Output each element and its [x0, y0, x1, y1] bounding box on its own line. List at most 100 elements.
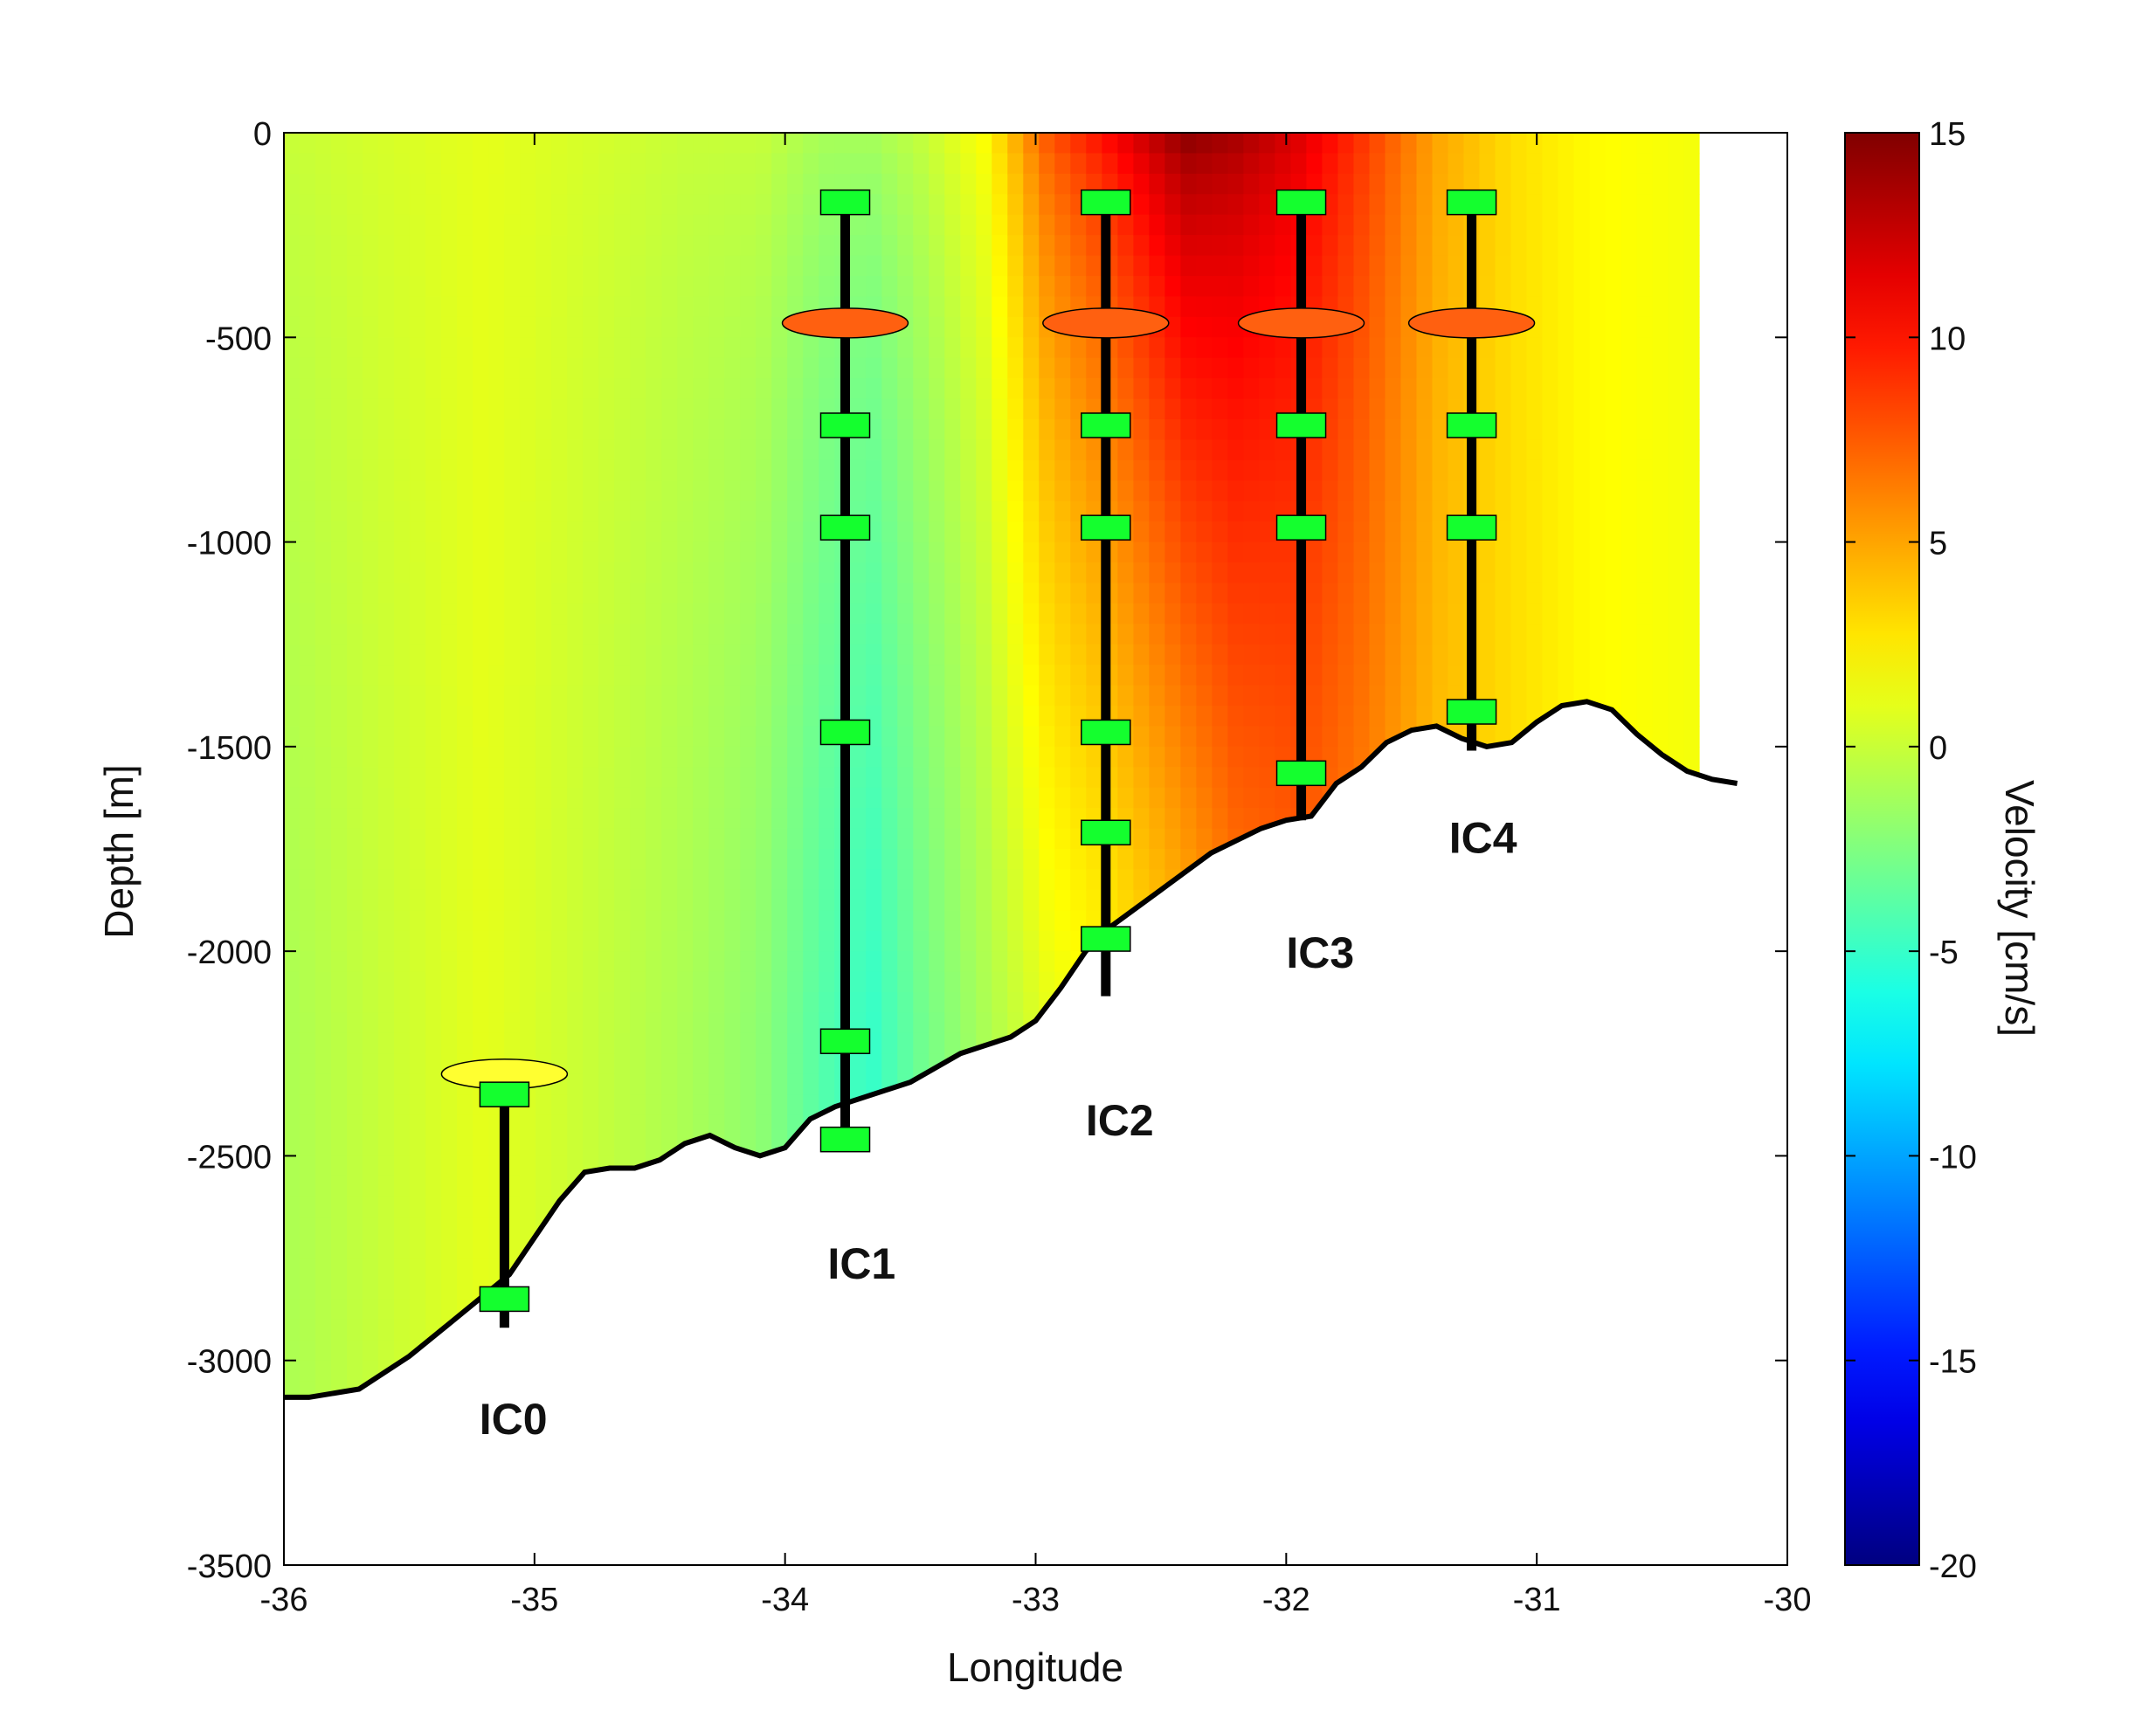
velocity-cell — [441, 378, 458, 400]
velocity-cell — [473, 235, 489, 257]
velocity-cell — [520, 971, 536, 993]
velocity-cell — [1306, 459, 1323, 482]
velocity-cell — [1542, 562, 1559, 584]
velocity-cell — [284, 706, 301, 728]
velocity-cell — [1463, 1176, 1481, 1198]
velocity-cell — [881, 644, 899, 666]
velocity-cell — [347, 1197, 363, 1218]
velocity-cell — [1039, 808, 1056, 830]
velocity-cell — [473, 992, 489, 1014]
velocity-cell — [473, 1012, 489, 1034]
velocity-cell — [300, 644, 316, 666]
velocity-cell — [1337, 808, 1355, 830]
velocity-cell — [929, 459, 946, 482]
velocity-cell — [1023, 828, 1040, 850]
velocity-cell — [1196, 1340, 1213, 1362]
velocity-cell — [457, 889, 473, 912]
velocity-cell — [1212, 459, 1229, 482]
velocity-cell — [661, 1340, 678, 1362]
velocity-cell — [583, 296, 599, 318]
velocity-cell — [1385, 296, 1402, 318]
velocity-cell — [1290, 1279, 1308, 1300]
velocity-cell — [1432, 439, 1449, 461]
velocity-cell — [1275, 276, 1292, 298]
velocity-cell — [1007, 665, 1025, 686]
velocity-cell — [960, 398, 978, 420]
velocity-cell — [1275, 1176, 1292, 1198]
velocity-cell — [1070, 255, 1088, 277]
velocity-cell — [1400, 624, 1418, 645]
velocity-cell — [693, 480, 709, 502]
velocity-cell — [598, 357, 615, 379]
velocity-cell — [630, 255, 646, 277]
velocity-cell — [1133, 439, 1151, 461]
velocity-cell — [1054, 685, 1072, 707]
velocity-cell — [614, 992, 631, 1014]
velocity-cell — [1337, 706, 1355, 728]
velocity-cell — [819, 1217, 835, 1238]
velocity-cell — [378, 1319, 395, 1341]
velocity-cell — [661, 541, 678, 563]
velocity-cell — [677, 603, 694, 625]
velocity-cell — [1164, 685, 1182, 707]
velocity-cell — [1133, 624, 1151, 645]
velocity-cell — [913, 235, 930, 257]
velocity-cell — [331, 1155, 348, 1177]
velocity-cell — [1196, 951, 1213, 973]
velocity-cell — [1117, 1319, 1135, 1341]
velocity-cell — [1149, 665, 1166, 686]
velocity-cell — [756, 214, 772, 236]
velocity-cell — [819, 541, 835, 563]
velocity-cell — [1086, 644, 1103, 666]
velocity-cell — [787, 951, 804, 973]
velocity-cell — [378, 337, 395, 359]
velocity-cell — [1448, 624, 1465, 645]
velocity-cell — [960, 787, 978, 809]
velocity-cell — [488, 828, 505, 850]
velocity-cell — [803, 276, 819, 298]
velocity-cell — [315, 1094, 332, 1116]
velocity-cell — [331, 624, 348, 645]
velocity-cell — [740, 1299, 757, 1321]
velocity-cell — [1054, 500, 1072, 522]
velocity-cell — [1463, 889, 1481, 912]
velocity-cell — [1070, 1299, 1088, 1321]
velocity-cell — [803, 1360, 819, 1382]
velocity-cell — [1212, 337, 1229, 359]
velocity-cell — [1243, 624, 1261, 645]
velocity-cell — [819, 869, 835, 891]
velocity-cell — [567, 1299, 584, 1321]
velocity-cell — [1133, 194, 1151, 216]
velocity-cell — [1337, 521, 1355, 543]
velocity-cell — [1416, 1135, 1434, 1157]
velocity-cell — [331, 930, 348, 952]
velocity-cell — [315, 624, 332, 645]
velocity-cell — [960, 357, 978, 379]
velocity-cell — [520, 153, 536, 175]
velocity-cell — [803, 869, 819, 891]
velocity-cell — [1243, 255, 1261, 277]
velocity-cell — [1526, 787, 1544, 809]
velocity-cell — [1164, 1299, 1182, 1321]
velocity-cell — [756, 378, 772, 400]
velocity-cell — [1322, 1340, 1339, 1362]
velocity-cell — [929, 1258, 946, 1279]
velocity-cell — [1259, 255, 1276, 277]
velocity-cell — [457, 255, 473, 277]
velocity-cell — [740, 665, 757, 686]
velocity-cell — [708, 439, 725, 461]
velocity-cell — [1039, 153, 1056, 175]
velocity-cell — [1133, 521, 1151, 543]
velocity-cell — [1385, 1299, 1402, 1321]
velocity-cell — [1007, 746, 1025, 769]
velocity-cell — [1337, 603, 1355, 625]
velocity-cell — [1290, 1360, 1308, 1382]
velocity-cell — [1054, 726, 1072, 748]
velocity-cell — [1400, 419, 1418, 441]
velocity-cell — [1290, 1176, 1308, 1198]
velocity-cell — [378, 1299, 395, 1321]
velocity-cell — [1133, 665, 1151, 686]
velocity-cell — [1086, 439, 1103, 461]
velocity-cell — [394, 930, 411, 952]
velocity-cell — [1259, 153, 1276, 175]
